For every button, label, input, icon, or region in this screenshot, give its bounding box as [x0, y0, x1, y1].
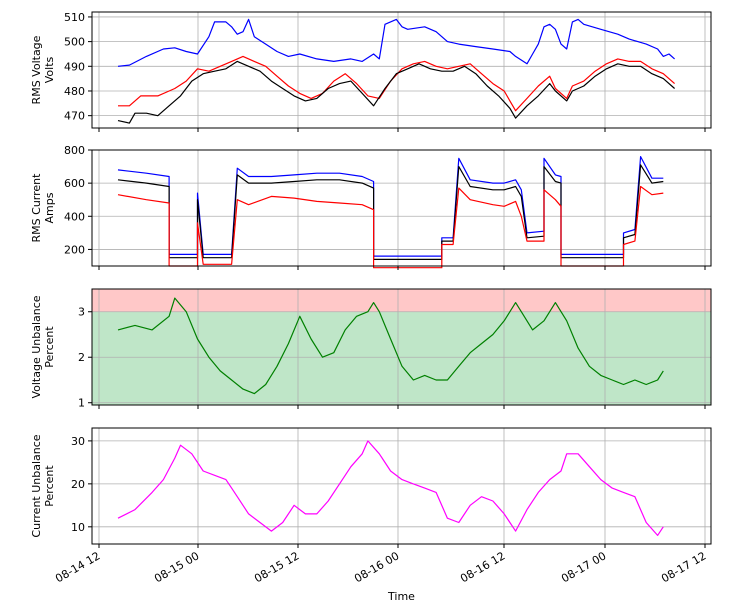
panel-3-ylabel-line-1: Voltage Unbalance [30, 295, 43, 398]
panel-2-frame [91, 149, 712, 267]
xtick-label-2: 08-15 12 [252, 549, 301, 585]
panel-1-frame [91, 11, 712, 129]
panel-3-ytick-label-0: 1 [78, 397, 85, 410]
panel-1-series-phase-c [117, 60, 675, 124]
xtick-label-4: 08-16 12 [458, 549, 507, 585]
panel-2-ytick-label-1: 400 [64, 210, 85, 223]
panel-3-ytick-label-1: 2 [78, 351, 85, 364]
panel-1-ytick-label-2: 490 [64, 60, 85, 73]
panel-1-series-phase-a [117, 18, 675, 67]
panel-2-ylabel-line-2: Amps [43, 192, 56, 223]
panel-3-ylabel-line-2: Percent [43, 326, 56, 368]
panel-1-ytick-label-0: 470 [64, 110, 85, 123]
panel-3-alarm-band [92, 289, 711, 312]
panel-3-frame [91, 288, 712, 406]
panel-2-ytick-label-2: 600 [64, 177, 85, 190]
panel-2-ylabel-line-1: RMS Current [30, 173, 43, 243]
panel-1-ytick-label-1: 480 [64, 85, 85, 98]
panel-3-normal-band [92, 311, 711, 405]
panel-2-ytick-label-0: 200 [64, 243, 85, 256]
panel-2-ytick-label-3: 800 [64, 144, 85, 157]
panel-1-series-phase-b [118, 55, 675, 112]
xtick-label-6: 08-17 12 [659, 549, 708, 585]
panel-1-ylabel-line-1: RMS Voltage [30, 35, 43, 104]
panel-3-series-voltage-unbalance [117, 297, 664, 395]
panel-4-ylabel-line-2: Percent [43, 465, 56, 507]
xtick-label-1: 08-15 00 [152, 549, 201, 585]
panel-3-ytick-label-2: 3 [78, 306, 85, 319]
panel-1-ylabel-line-2: Volts [43, 56, 56, 83]
panel-2-series-phase-b [117, 185, 664, 269]
xtick-label-3: 08-16 00 [352, 549, 401, 585]
xtick-label-5: 08-17 00 [559, 549, 608, 585]
panel-4-series-current-unbalance [117, 440, 664, 537]
panel-4-ytick-label-0: 10 [71, 521, 85, 534]
panel-4-frame [91, 427, 712, 545]
x-axis-label: Time [387, 590, 415, 603]
xtick-label-0: 08-14 12 [53, 549, 102, 585]
panel-4-ytick-label-2: 30 [71, 435, 85, 448]
panel-4-ytick-label-1: 20 [71, 478, 85, 491]
panel-1-ytick-label-3: 500 [64, 36, 85, 49]
panel-4-ylabel-line-1: Current Unbalance [30, 434, 43, 537]
panel-1-ytick-label-4: 510 [64, 11, 85, 24]
